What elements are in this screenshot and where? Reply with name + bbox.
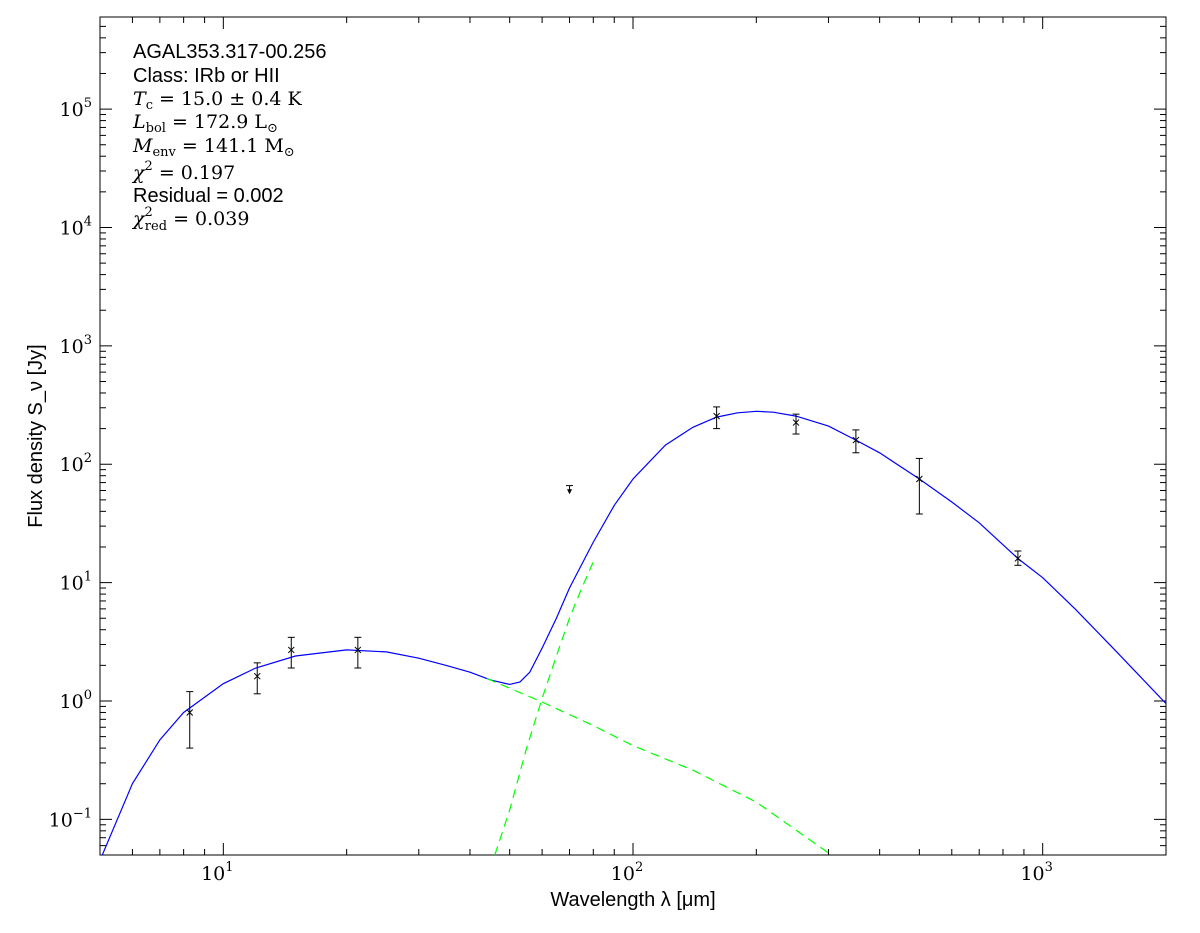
data-point <box>852 429 860 454</box>
point-marker <box>253 672 261 680</box>
point-marker <box>713 412 720 420</box>
point-marker <box>792 419 800 426</box>
residual-annotation: Residual = 0.002 <box>133 185 284 207</box>
menv-symbol: M <box>132 135 153 157</box>
y-tick-label: 100 <box>60 688 92 713</box>
menv-sun-symbol: ⊙ <box>284 145 295 160</box>
data-point <box>354 636 362 669</box>
x-tick-label: 101 <box>201 860 233 885</box>
y-axis-label: Flux density S_ν [Jy] <box>25 344 47 527</box>
x-tick-label: 103 <box>1020 860 1052 885</box>
upper-limit-point <box>566 485 574 495</box>
chi2-superscript: 2 <box>145 159 153 174</box>
data-point <box>186 691 194 749</box>
point-marker <box>852 436 860 444</box>
chi2-symbol: χ <box>131 162 146 184</box>
y-tick-label: 104 <box>60 214 92 239</box>
chi2red-symbol: χ <box>131 208 146 230</box>
plot-frame <box>99 16 1167 856</box>
data-point <box>1014 550 1022 566</box>
x-tick-labels: 101 102 103 <box>201 860 1053 885</box>
y-tick-label: 10−1 <box>49 806 92 831</box>
x-axis-label: Wavelength λ [μm] <box>550 889 715 911</box>
chi2-value: = 0.197 <box>153 162 235 184</box>
point-marker <box>354 646 362 654</box>
lbol-value: = 172.9 L <box>166 111 267 133</box>
lbol-annotation: Lbol = 172.9 L⊙ <box>132 111 278 136</box>
tc-value: = 15.0 ± 0.4 K <box>153 88 303 110</box>
data-point <box>253 662 261 695</box>
data-point <box>287 636 295 669</box>
lbol-symbol: L <box>132 111 146 133</box>
data-points <box>186 406 1022 749</box>
data-point <box>792 413 800 435</box>
upper-limit-arrow <box>567 489 573 495</box>
chi2red-annotation: χ2 red = 0.039 <box>131 205 249 234</box>
source-name: AGAL353.317-00.256 <box>133 41 327 63</box>
axis-ticks <box>99 16 1167 856</box>
y-tick-label: 103 <box>60 333 92 358</box>
data-point <box>713 406 721 430</box>
model-total-curve <box>101 410 1166 855</box>
y-tick-label: 105 <box>60 96 92 121</box>
y-tick-labels: 10−1 100 101 102 103 104 105 <box>49 96 92 831</box>
chi2red-value: = 0.039 <box>167 208 249 230</box>
lbol-sun-symbol: ⊙ <box>267 121 278 136</box>
point-marker <box>1014 555 1022 562</box>
model-curves <box>101 410 1166 855</box>
lbol-subscript: bol <box>146 121 166 136</box>
x-tick-label: 102 <box>611 860 643 885</box>
menv-annotation: Menv = 141.1 M⊙ <box>132 135 295 160</box>
tc-subscript: c <box>146 98 153 113</box>
tc-symbol: T <box>133 88 147 110</box>
model-component-dashed-2 <box>494 561 594 855</box>
menv-value: = 141.1 M <box>176 135 284 157</box>
point-marker <box>287 646 295 654</box>
point-marker <box>915 475 923 483</box>
point-marker <box>186 709 194 716</box>
tc-annotation: Tc = 15.0 ± 0.4 K <box>133 88 303 113</box>
plot-area <box>101 406 1166 855</box>
y-tick-label: 101 <box>60 570 92 595</box>
menv-subscript: env <box>152 145 176 160</box>
fit-annotations: AGAL353.317-00.256 Class: IRb or HII Tc … <box>131 41 327 234</box>
chi2-annotation: χ2 = 0.197 <box>131 159 235 184</box>
chi2red-superscript: 2 <box>145 205 153 220</box>
y-tick-label: 102 <box>60 451 92 476</box>
source-class: Class: IRb or HII <box>133 65 280 87</box>
chi2red-subscript: red <box>145 219 167 234</box>
data-point <box>915 457 923 515</box>
